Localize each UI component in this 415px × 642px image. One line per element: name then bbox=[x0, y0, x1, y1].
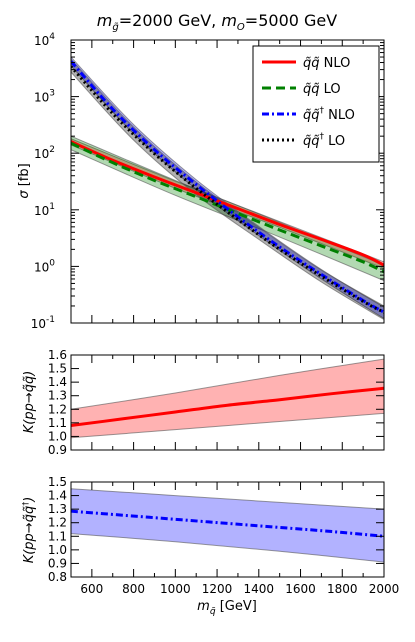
k-factor-sqsqbar-panel: 0.80.91.01.11.21.31.41.5 600 800 1000 1200 1… bbox=[21, 475, 399, 617]
uncertainty-band-2-0 bbox=[71, 488, 384, 563]
y-tick-label: 100 bbox=[34, 258, 55, 274]
chart-title: mg̃=2000 GeV, mO=5000 GeV bbox=[97, 11, 337, 33]
y-tick-label: 1.2 bbox=[48, 516, 67, 530]
y-tick-label: 1.5 bbox=[48, 475, 67, 489]
y-tick-label: 1.3 bbox=[48, 502, 67, 516]
x-tick-label: 800 bbox=[122, 582, 145, 596]
y-axis-label-sigma: σ [fb] bbox=[17, 163, 32, 198]
y-tick-label: 1.5 bbox=[48, 362, 67, 376]
y-tick-label: 1.1 bbox=[48, 416, 67, 430]
legend-label-sqsqbar-lo: q̃q̃† LO bbox=[303, 132, 345, 149]
y-tick-label: 1.4 bbox=[48, 489, 67, 503]
series-line-0-3 bbox=[71, 65, 384, 314]
legend-label-sqsq-nlo: q̃q̃ NLO bbox=[303, 56, 350, 71]
y-axis-label-k-sqsqbar: K(pp→q̃q̃†) bbox=[21, 497, 37, 564]
cross-section-panel: 10-1 100 101 102 103 104 σ [fb] q̃q̃ NLO q̃q̃… bbox=[17, 32, 385, 331]
legend-label-sqsqbar-nlo: q̃q̃† NLO bbox=[303, 106, 355, 123]
x-tick-label: 1400 bbox=[244, 582, 275, 596]
y-tick-label: 1.6 bbox=[48, 348, 67, 362]
x-tick-label: 1600 bbox=[285, 582, 316, 596]
y-tick-label: 1.1 bbox=[48, 529, 67, 543]
y-tick-label: 1.3 bbox=[48, 389, 67, 403]
y-tick-label: 0.8 bbox=[48, 570, 67, 584]
series-line-2-0 bbox=[71, 509, 384, 538]
series-line-1-0 bbox=[71, 386, 384, 428]
y-tick-label: 103 bbox=[34, 89, 55, 105]
uncertainty-band-1-0 bbox=[71, 358, 384, 439]
x-tick-label: 1000 bbox=[160, 582, 191, 596]
y-tick-label: 1.0 bbox=[48, 543, 67, 557]
y-tick-label: 0.9 bbox=[48, 556, 67, 570]
x-tick-label: 600 bbox=[80, 582, 103, 596]
y-axis-label-k-sqsq: K(pp→q̃q̃) bbox=[22, 371, 37, 434]
x-axis-label: mq̃ [GeV] bbox=[197, 599, 257, 617]
y-tick-label: 102 bbox=[34, 145, 55, 161]
legend-label-sqsq-lo: q̃q̃ LO bbox=[303, 82, 341, 97]
series-line-0-0 bbox=[71, 140, 384, 267]
series-line-0-1 bbox=[71, 141, 384, 274]
legend: q̃q̃ NLO q̃q̃ LO q̃q̃† NLO q̃q̃† LO bbox=[252, 45, 380, 163]
y-tick-label: 1.2 bbox=[48, 402, 67, 416]
y-tick-label: 1.0 bbox=[48, 429, 67, 443]
k-factor-sqsq-panel: 0.91.01.11.21.31.41.51.6 K(pp→q̃q̃) bbox=[22, 348, 385, 457]
y-tick-label: 0.9 bbox=[48, 443, 67, 457]
x-tick-label: 1800 bbox=[327, 582, 358, 596]
x-tick-label: 1200 bbox=[202, 582, 233, 596]
y-tick-label: 10-1 bbox=[31, 315, 55, 331]
y-tick-label: 104 bbox=[34, 32, 55, 48]
y-tick-label: 1.4 bbox=[48, 375, 67, 389]
y-tick-label: 101 bbox=[34, 202, 55, 218]
series-line-0-2 bbox=[71, 60, 384, 314]
x-tick-label: 2000 bbox=[369, 582, 400, 596]
